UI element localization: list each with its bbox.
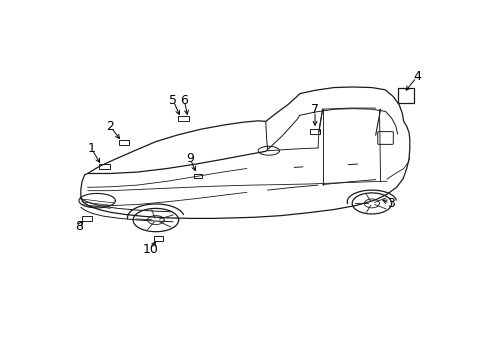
Bar	[397, 89, 413, 103]
Text: 5: 5	[168, 94, 177, 107]
Text: 8: 8	[75, 220, 83, 233]
Bar	[193, 174, 202, 179]
Text: 4: 4	[412, 70, 421, 83]
Bar	[99, 164, 109, 169]
Bar	[154, 237, 163, 240]
Text: 7: 7	[310, 103, 318, 116]
Bar	[81, 216, 92, 221]
Text: 10: 10	[142, 243, 158, 256]
Bar	[119, 140, 129, 145]
Text: 2: 2	[106, 120, 114, 133]
Text: 9: 9	[185, 152, 194, 165]
Text: 3: 3	[386, 198, 394, 211]
Bar	[310, 129, 319, 134]
Text: 1: 1	[87, 142, 95, 155]
Text: 6: 6	[180, 94, 188, 107]
Bar	[178, 116, 189, 121]
